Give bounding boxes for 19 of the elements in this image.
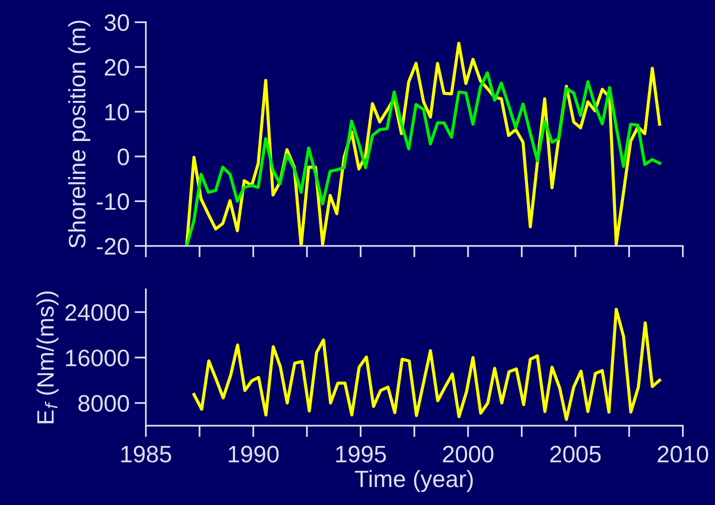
- x-tick-label: 2005: [550, 446, 601, 463]
- x-tick-label: 1990: [228, 446, 279, 463]
- y-axis-title: Shoreline position (m): [68, 20, 90, 248]
- y-tick-label: -20: [96, 238, 129, 255]
- x-axis-title: Time (year): [354, 470, 473, 492]
- y-tick-label: -10: [96, 193, 129, 210]
- y-tick-label: 0: [118, 148, 129, 166]
- x-tick-label: 2000: [442, 446, 494, 463]
- x-tick-label: 2010: [658, 446, 708, 463]
- line-series: [192, 308, 662, 421]
- y-tick-label: 24000: [65, 304, 129, 321]
- x-tick-label: 1995: [336, 446, 386, 463]
- y-tick-label: 8000: [78, 395, 129, 412]
- y-axis-title: E$_{f}$ (Nm/(ms)): [36, 291, 58, 424]
- y-tick-label: 10: [105, 104, 129, 120]
- x-tick-label: 1985: [121, 446, 172, 463]
- y-tick-label: 20: [104, 59, 129, 76]
- y-tick-label: 16000: [66, 350, 129, 366]
- y-tick-label: 30: [104, 14, 129, 32]
